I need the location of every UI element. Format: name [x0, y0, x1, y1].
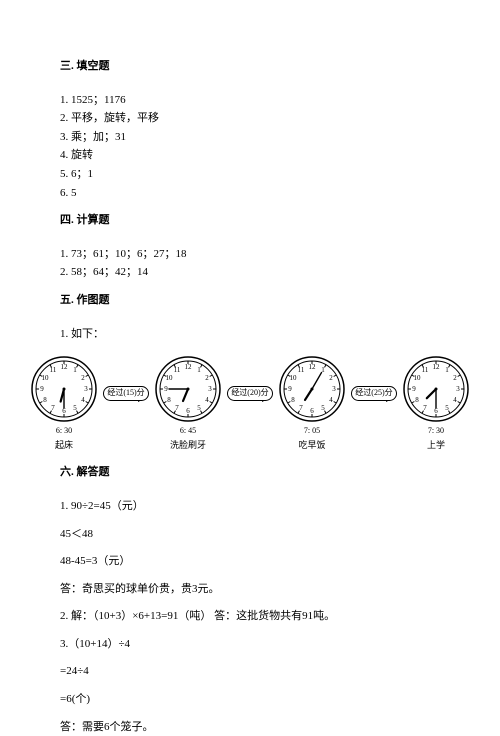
- clock-time: 7: 05: [304, 425, 320, 438]
- text-line: 48-45=3（元）: [60, 553, 440, 571]
- svg-text:8: 8: [167, 396, 171, 404]
- svg-text:10: 10: [413, 374, 421, 382]
- svg-text:3: 3: [332, 385, 336, 393]
- svg-text:9: 9: [164, 385, 168, 393]
- svg-text:7: 7: [51, 404, 55, 412]
- clock-unit: 1234567891011127: 05吃早饭: [278, 355, 346, 452]
- arrow-label: 经过(25)分: [351, 386, 396, 401]
- svg-text:3: 3: [456, 385, 460, 393]
- clock-unit: 1234567891011127: 30上学: [402, 355, 470, 452]
- section-3-title: 三. 填空题: [60, 58, 440, 76]
- svg-text:9: 9: [288, 385, 292, 393]
- svg-text:9: 9: [412, 385, 416, 393]
- svg-text:3: 3: [208, 385, 212, 393]
- svg-text:4: 4: [329, 396, 333, 404]
- elapsed-arrow: 经过(20)分: [227, 386, 272, 401]
- svg-text:2: 2: [81, 374, 85, 382]
- clock-caption: 吃早饭: [298, 438, 325, 452]
- svg-text:8: 8: [43, 396, 47, 404]
- svg-text:4: 4: [205, 396, 209, 404]
- text-line: 2. 平移，旋转，平移: [60, 110, 440, 128]
- text-line: 45＜48: [60, 526, 440, 544]
- elapsed-arrow: 经过(15)分: [103, 386, 148, 401]
- svg-text:7: 7: [299, 404, 303, 412]
- section-4-title: 四. 计算题: [60, 212, 440, 230]
- svg-text:8: 8: [415, 396, 419, 404]
- svg-text:1: 1: [197, 366, 201, 374]
- text-line: =24÷4: [60, 663, 440, 681]
- text-line: 2. 58；64；42；14: [60, 264, 440, 282]
- arrow-label: 经过(20)分: [227, 386, 272, 401]
- svg-text:5: 5: [197, 404, 201, 412]
- clock-time: 7: 30: [428, 425, 444, 438]
- clock-time: 6: 45: [180, 425, 196, 438]
- arrow-label: 经过(15)分: [103, 386, 148, 401]
- svg-text:11: 11: [50, 366, 57, 374]
- svg-text:7: 7: [175, 404, 179, 412]
- svg-text:5: 5: [73, 404, 77, 412]
- svg-text:12: 12: [432, 363, 440, 371]
- svg-text:1: 1: [73, 366, 77, 374]
- svg-text:10: 10: [41, 374, 49, 382]
- text-line: 5. 6；1: [60, 166, 440, 184]
- svg-text:12: 12: [184, 363, 192, 371]
- section-4-items: 1. 73；61；10；6；27；182. 58；64；42；14: [60, 246, 440, 282]
- text-line: 4. 旋转: [60, 147, 440, 165]
- clock-face: 123456789101112: [30, 355, 98, 423]
- svg-text:11: 11: [174, 366, 181, 374]
- text-line: 答：需要6个笼子。: [60, 719, 440, 736]
- svg-text:4: 4: [453, 396, 457, 404]
- clock-caption: 起床: [55, 438, 73, 452]
- text-line: 1. 90÷2=45（元）: [60, 498, 440, 516]
- clock-face: 123456789101112: [278, 355, 346, 423]
- clock-unit: 1234567891011126: 30起床: [30, 355, 98, 452]
- section-6-items: 1. 90÷2=45（元） 45＜48 48-45=3（元） 答：奇思买的球单价贵，贵…: [60, 498, 440, 736]
- svg-text:10: 10: [289, 374, 297, 382]
- svg-text:6: 6: [186, 407, 190, 415]
- svg-text:2: 2: [205, 374, 209, 382]
- text-line: 3.（10+14）÷4: [60, 636, 440, 654]
- text-line: 答：奇思买的球单价贵，贵3元。: [60, 581, 440, 599]
- svg-text:10: 10: [165, 374, 173, 382]
- svg-text:3: 3: [84, 385, 88, 393]
- svg-text:11: 11: [298, 366, 305, 374]
- svg-text:4: 4: [81, 396, 85, 404]
- svg-text:11: 11: [422, 366, 429, 374]
- clock-face: 123456789101112: [402, 355, 470, 423]
- clock-caption: 洗脸刷牙: [170, 438, 206, 452]
- section-5-intro: 1. 如下：: [60, 326, 440, 344]
- svg-text:12: 12: [61, 363, 69, 371]
- text-line: 6. 5: [60, 185, 440, 203]
- svg-text:5: 5: [321, 404, 325, 412]
- text-line: 1. 73；61；10；6；27；18: [60, 246, 440, 264]
- clock-caption: 上学: [427, 438, 445, 452]
- svg-text:8: 8: [291, 396, 295, 404]
- text-line: 2. 解：（10+3）×6+13=91（吨） 答：这批货物共有91吨。: [60, 608, 440, 626]
- svg-text:6: 6: [310, 407, 314, 415]
- text-line: =6(个): [60, 691, 440, 709]
- clock-time: 6: 30: [56, 425, 72, 438]
- svg-text:9: 9: [40, 385, 44, 393]
- svg-text:5: 5: [445, 404, 449, 412]
- svg-text:2: 2: [329, 374, 333, 382]
- clocks-diagram: 1234567891011126: 30起床经过(15)分12345678910…: [30, 355, 470, 452]
- svg-text:2: 2: [453, 374, 457, 382]
- svg-text:1: 1: [445, 366, 449, 374]
- clock-unit: 1234567891011126: 45洗脸刷牙: [154, 355, 222, 452]
- elapsed-arrow: 经过(25)分: [351, 386, 396, 401]
- text-line: 1. 1525；1176: [60, 92, 440, 110]
- text-line: 3. 乘；加；31: [60, 129, 440, 147]
- svg-text:7: 7: [423, 404, 427, 412]
- section-5-title: 五. 作图题: [60, 292, 440, 310]
- section-6-title: 六. 解答题: [60, 464, 440, 482]
- clock-face: 123456789101112: [154, 355, 222, 423]
- section-3-items: 1. 1525；11762. 平移，旋转，平移3. 乘；加；314. 旋转5. …: [60, 92, 440, 203]
- svg-text:12: 12: [308, 363, 316, 371]
